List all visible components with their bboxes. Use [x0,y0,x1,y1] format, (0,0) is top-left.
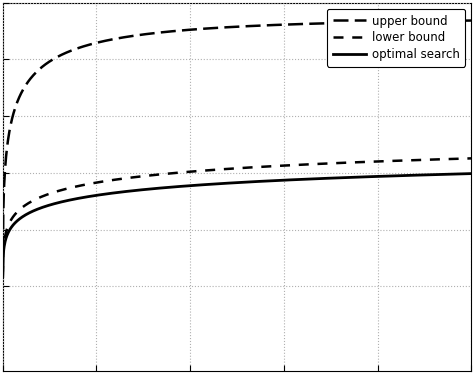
lower bound [0,274,6,278]
optimal search [48,203,54,207]
lower bound [468,156,474,160]
lower bound [374,159,379,164]
lower bound [48,191,54,196]
upper bound [190,27,195,32]
lower bound [206,168,212,172]
upper bound [48,59,54,63]
optimal search [190,183,195,188]
Line: lower bound: lower bound [3,158,471,276]
lower bound [322,161,328,166]
Line: optimal search: optimal search [3,174,471,276]
upper bound [374,20,379,24]
upper bound [0,270,6,274]
Line: upper bound: upper bound [3,21,471,272]
optimal search [365,175,371,179]
lower bound [190,169,195,174]
upper bound [322,21,328,25]
upper bound [206,26,212,31]
optimal search [322,176,328,181]
optimal search [374,174,379,179]
lower bound [365,160,371,164]
optimal search [206,182,212,187]
optimal search [0,274,6,279]
upper bound [365,20,371,24]
Legend: upper bound, lower bound, optimal search: upper bound, lower bound, optimal search [327,9,465,67]
optimal search [468,171,474,176]
upper bound [468,18,474,23]
